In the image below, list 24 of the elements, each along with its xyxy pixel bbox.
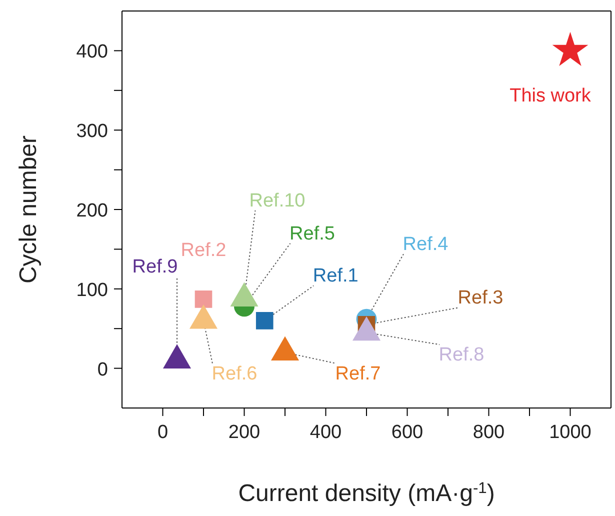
x-tick-label: 200 (228, 422, 260, 443)
y-tick-label: 400 (76, 42, 108, 63)
x-tick-label: 400 (310, 422, 342, 443)
series-label: Ref.2 (180, 240, 226, 262)
y-tick-label: 200 (76, 200, 108, 222)
text: Ref.4 (402, 234, 449, 256)
series-label: Ref.7 (335, 363, 381, 384)
y-tick-label: 100 (76, 280, 108, 301)
text: Ref.9 (132, 256, 178, 278)
x-tick-label: 0 (157, 422, 168, 443)
y-tick-label: 300 (76, 121, 108, 142)
x-tick-label: 600 (391, 422, 424, 443)
series-label: Ref.6 (212, 364, 258, 385)
y-axis-title: Cycle number (15, 135, 42, 284)
text: Ref.1 (312, 266, 358, 287)
text: Ref.8 (438, 344, 484, 366)
x-tick-label: 800 (472, 422, 505, 443)
text: Ref.5 (290, 223, 335, 244)
text: Ref.10 (249, 190, 306, 212)
text: Ref.3 (458, 288, 504, 309)
x-axis-title: Current density (mA·g$^{-1}$) (238, 480, 495, 507)
y-tick-label: 0 (97, 359, 108, 380)
series-label: This work (510, 86, 592, 107)
x-tick-label: 1000 (549, 422, 592, 443)
